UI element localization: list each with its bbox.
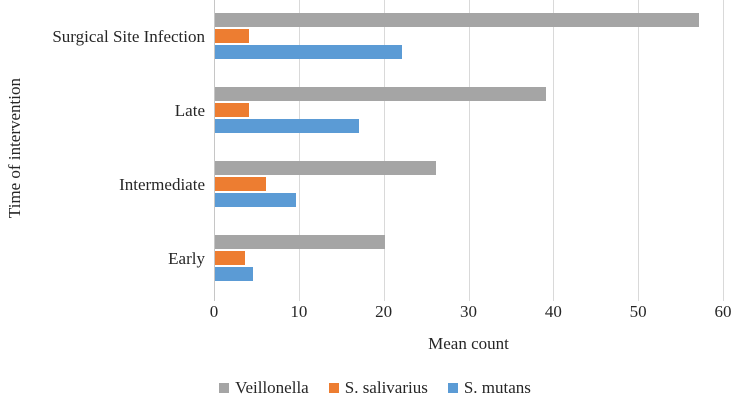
- legend-item-s-mutans: S. mutans: [447, 378, 531, 398]
- bar-s-mutans-surgical-site-infection: [215, 45, 402, 59]
- y-axis-category-labels: Surgical Site Infection Late Intermediate E…: [0, 0, 205, 296]
- bar-s-salivarius-intermediate: [215, 177, 266, 191]
- legend-item-s-salivarius: S. salivarius: [328, 378, 428, 398]
- gridline-x-30: [468, 0, 470, 301]
- bar-veillonella-early: [215, 235, 385, 249]
- legend-label-s-mutans: S. mutans: [463, 378, 531, 397]
- x-tick-label-30: 30: [460, 302, 477, 321]
- x-axis-tick-labels: 0 10 20 30 40 50 60: [0, 302, 750, 324]
- legend-swatch-veillonella-icon: [219, 383, 230, 393]
- category-label-late: Late: [174, 101, 205, 120]
- x-tick-label-50: 50: [629, 302, 647, 321]
- legend-label-veillonella: Veillonella: [235, 378, 309, 397]
- gridline-x-60: [723, 0, 724, 301]
- legend-swatch-s-salivarius-icon: [328, 383, 339, 393]
- bar-s-salivarius-early: [215, 251, 245, 265]
- plot-area: [214, 0, 724, 301]
- bar-veillonella-late: [215, 87, 546, 101]
- x-tick-label-10: 10: [290, 302, 308, 321]
- bar-s-mutans-late: [215, 119, 360, 133]
- category-label-intermediate: Intermediate: [119, 175, 205, 194]
- category-label-surgical-site-infection: Surgical Site Infection: [52, 27, 205, 46]
- gridline-x-20: [383, 0, 385, 301]
- x-tick-label-20: 20: [375, 302, 393, 321]
- legend-swatch-s-mutans-icon: [447, 383, 458, 393]
- gridline-x-50: [638, 0, 640, 301]
- category-label-early: Early: [168, 249, 205, 268]
- bar-s-mutans-early: [215, 267, 254, 281]
- x-tick-label-0: 0: [209, 302, 219, 321]
- gridline-x-40: [553, 0, 555, 301]
- bar-s-salivarius-late: [215, 103, 249, 117]
- legend-item-veillonella: Veillonella: [219, 378, 309, 398]
- x-tick-label-40: 40: [544, 302, 562, 321]
- bar-veillonella-intermediate: [215, 161, 436, 175]
- bar-s-mutans-intermediate: [215, 193, 296, 207]
- legend: Veillonella S. salivarius S. mutans: [0, 378, 750, 398]
- x-axis-title: Mean count: [428, 334, 509, 353]
- bar-veillonella-surgical-site-infection: [215, 13, 699, 27]
- legend-label-s-salivarius: S. salivarius: [344, 378, 428, 397]
- bar-s-salivarius-surgical-site-infection: [215, 29, 249, 43]
- x-tick-label-60: 60: [714, 302, 732, 321]
- y-axis-line: [214, 0, 215, 301]
- gridline-x-10: [298, 0, 300, 301]
